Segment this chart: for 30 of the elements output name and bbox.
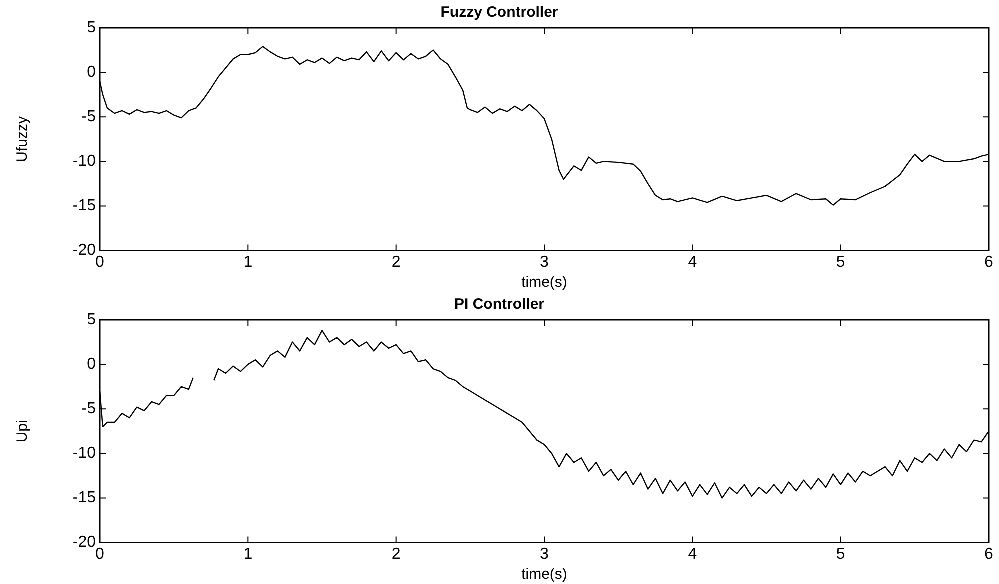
x-tick-label: 3: [540, 254, 550, 271]
x-tick-label: 2: [392, 546, 401, 563]
x-tick-label: 3: [540, 546, 550, 563]
x-tick-label: 1: [244, 546, 253, 563]
x-tick-label: 4: [688, 254, 698, 271]
x-tick-label: 4: [688, 546, 698, 563]
x-tick-label: 5: [836, 546, 846, 563]
y-tick-label: -20: [72, 534, 96, 552]
y-tick-label: -5: [82, 400, 96, 418]
x-axis-title: time(s): [522, 274, 568, 292]
y-axis-title: Upi: [14, 420, 32, 443]
y-tick-label: -5: [82, 108, 96, 126]
x-tick-label: 5: [836, 254, 846, 271]
y-tick-label: 5: [87, 19, 96, 36]
x-tick-label: 6: [984, 254, 994, 271]
y-tick-label: -15: [72, 198, 96, 215]
y-tick-label: 0: [87, 64, 96, 81]
chart-title: Fuzzy Controller: [440, 4, 558, 22]
x-tick-label: 2: [392, 254, 401, 271]
chart-title: PI Controller: [454, 296, 545, 314]
x-axis-title: time(s): [522, 566, 568, 584]
x-tick-label: 6: [984, 546, 994, 563]
y-tick-label: 0: [87, 356, 96, 373]
y-tick-label: -20: [72, 242, 96, 260]
y-tick-label: -15: [72, 490, 96, 507]
y-tick-label: -10: [72, 445, 96, 462]
y-tick-label: 5: [87, 311, 96, 328]
y-tick-label: -10: [72, 153, 96, 170]
x-tick-label: 1: [244, 254, 253, 271]
y-axis-title: Ufuzzy: [14, 116, 32, 162]
